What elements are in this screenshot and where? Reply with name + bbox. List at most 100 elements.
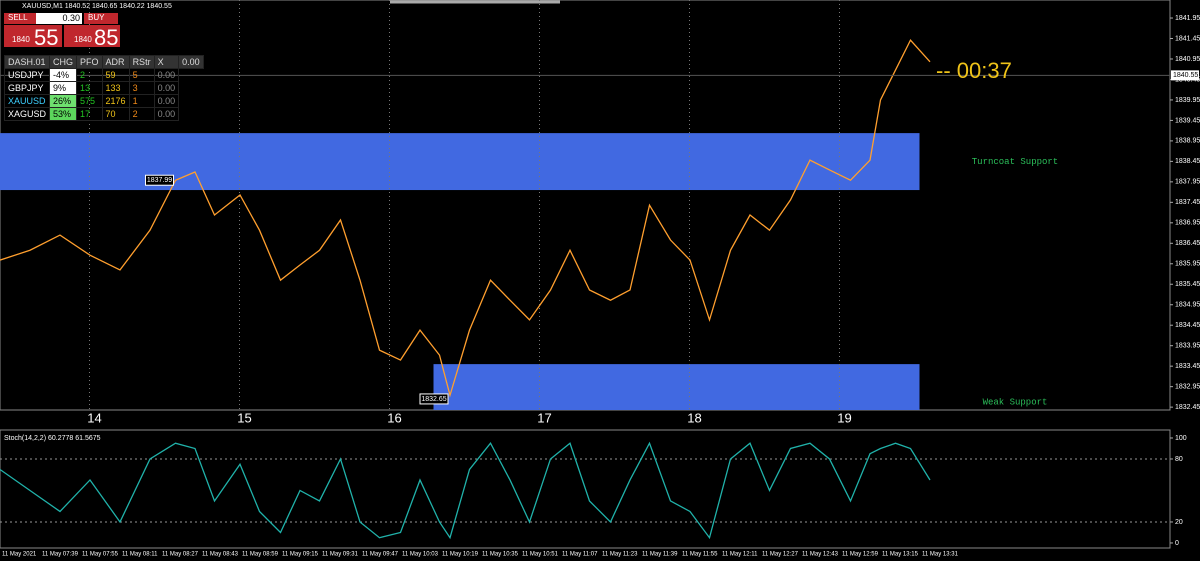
dash-cell: 0.00 bbox=[153, 94, 180, 108]
dash-row: XAUUSD 26% 575 2176 1 0.00 bbox=[3, 94, 204, 108]
y-tick-label: 20 bbox=[1175, 519, 1183, 526]
y-tick-label: 1835.45 bbox=[1175, 281, 1200, 288]
y-tick-label: 1833.45 bbox=[1175, 363, 1200, 370]
dash-cell: 17 bbox=[76, 107, 103, 121]
dashboard-table: DASH.01 CHG PFO ADR RStr X 0.00 USDJPY -4% 2 59 5 0.… bbox=[3, 55, 204, 121]
buy-price[interactable]: 1840 85 bbox=[64, 25, 120, 50]
time-label: 11 May 11:55 bbox=[682, 552, 718, 558]
time-label: 11 May 10:03 bbox=[402, 552, 439, 558]
dash-row: XAGUSD 53% 17 70 2 0.00 bbox=[3, 107, 204, 121]
dash-row: USDJPY -4% 2 59 5 0.00 bbox=[3, 68, 204, 82]
time-label: 11 May 12:59 bbox=[842, 552, 879, 558]
dash-cell: -4% bbox=[49, 68, 78, 82]
y-tick-label: 1840.95 bbox=[1175, 56, 1200, 63]
dash-cell: USDJPY bbox=[3, 68, 51, 82]
y-tick-label: 1837.95 bbox=[1175, 179, 1200, 186]
zone bbox=[0, 133, 920, 191]
y-tick-label: 1839.45 bbox=[1175, 117, 1200, 124]
price-label-box bbox=[419, 393, 449, 405]
y-tick-label: 1836.95 bbox=[1175, 220, 1200, 227]
x-tick-label: 15 bbox=[237, 410, 251, 425]
y-tick-label: 80 bbox=[1175, 456, 1183, 463]
dash-head-cell: 0.00 bbox=[178, 55, 204, 69]
price-label: 1837.99 bbox=[147, 177, 172, 184]
y-tick-label: 1841.95 bbox=[1175, 15, 1200, 22]
zone bbox=[433, 364, 920, 410]
stoch-title: Stoch(14,2,2) 60.2778 61.5675 bbox=[4, 435, 101, 442]
time-label: 11 May 09:15 bbox=[282, 552, 319, 558]
dash-head-cell: DASH.01 bbox=[3, 55, 51, 69]
dash-cell: 0.00 bbox=[153, 107, 180, 121]
time-label: 11 May 12:43 bbox=[802, 552, 839, 558]
dash-cell: 575 bbox=[76, 94, 103, 108]
y-tick-label: 1839.95 bbox=[1175, 97, 1200, 104]
dash-cell: 2176 bbox=[101, 94, 130, 108]
dash-cell: 9% bbox=[49, 81, 78, 95]
sell-button[interactable]: SELL bbox=[4, 13, 38, 24]
time-label: 11 May 11:07 bbox=[562, 552, 598, 558]
time-label: 11 May 12:11 bbox=[722, 552, 758, 558]
time-label: 11 May 12:27 bbox=[762, 552, 799, 558]
dash-cell: 5 bbox=[128, 68, 155, 82]
dash-cell: XAUUSD bbox=[3, 94, 51, 108]
time-label: 11 May 10:35 bbox=[482, 552, 519, 558]
time-label: 11 May 10:19 bbox=[442, 552, 479, 558]
countdown: -- 00:37 bbox=[936, 58, 1012, 83]
sell-big: 1840 bbox=[12, 35, 30, 44]
y-tick-label: 1838.95 bbox=[1175, 138, 1200, 145]
x-tick-label: 19 bbox=[837, 410, 851, 425]
time-label: 11 May 11:39 bbox=[642, 552, 678, 558]
buy-big: 1840 bbox=[74, 35, 92, 44]
time-label: 11 May 09:47 bbox=[362, 552, 399, 558]
time-label: 11 May 09:31 bbox=[322, 552, 359, 558]
y-tick-label: 1834.95 bbox=[1175, 302, 1200, 309]
dash-head-cell: ADR bbox=[101, 55, 130, 69]
dash-cell: 2 bbox=[76, 68, 103, 82]
y-tick-label: 100 bbox=[1175, 435, 1187, 442]
time-label: 11 May 07:39 bbox=[42, 552, 79, 558]
last-price: 1840.55 bbox=[1173, 72, 1198, 79]
y-tick-label: 1838.45 bbox=[1175, 158, 1200, 165]
time-label: 11 May 08:27 bbox=[162, 552, 199, 558]
dash-cell: 133 bbox=[101, 81, 130, 95]
dashboard: DASH.01 CHG PFO ADR RStr X 0.00 USDJPY -4% 2 59 5 0.… bbox=[3, 55, 204, 121]
dash-cell: 0.00 bbox=[153, 68, 180, 82]
y-tick-label: 1833.95 bbox=[1175, 343, 1200, 350]
y-tick-label: 1837.45 bbox=[1175, 199, 1200, 206]
dash-row: GBPJPY 9% 13 133 3 0.00 bbox=[3, 81, 204, 95]
dash-cell: 70 bbox=[101, 107, 130, 121]
y-tick-label: 1841.45 bbox=[1175, 35, 1200, 42]
time-label: 11 May 13:31 bbox=[922, 552, 959, 558]
dash-cell: 13 bbox=[76, 81, 103, 95]
zone-label: Weak Support bbox=[983, 397, 1048, 407]
price-label: 1832.65 bbox=[421, 396, 446, 403]
symbol-line: XAUUSD,M1 1840.52 1840.65 1840.22 1840.5… bbox=[22, 3, 172, 10]
time-label: 11 May 07:55 bbox=[82, 552, 119, 558]
sell-pips: 55 bbox=[34, 25, 59, 50]
price-line bbox=[0, 38, 931, 398]
y-tick-label: 1835.95 bbox=[1175, 261, 1200, 268]
y-tick-label: 0 bbox=[1175, 540, 1179, 547]
y-tick-label: 1836.45 bbox=[1175, 240, 1200, 247]
time-label: 11 May 11:23 bbox=[602, 552, 638, 558]
sell-price[interactable]: 1840 55 bbox=[4, 25, 62, 50]
dash-cell: 2 bbox=[128, 107, 155, 121]
dash-head-cell: X bbox=[153, 55, 180, 69]
dash-cell: XAGUSD bbox=[3, 107, 51, 121]
buy-button[interactable]: BUY bbox=[84, 13, 118, 24]
x-tick-label: 16 bbox=[387, 410, 401, 425]
x-tick-label: 17 bbox=[537, 410, 551, 425]
y-tick-label: 1832.95 bbox=[1175, 383, 1200, 390]
dash-header: DASH.01 CHG PFO ADR RStr X 0.00 bbox=[3, 55, 204, 69]
dash-head-cell: RStr bbox=[128, 55, 155, 69]
price-label-box bbox=[145, 174, 174, 186]
zone-label: Turncoat Support bbox=[972, 157, 1058, 167]
dash-cell: 26% bbox=[49, 94, 78, 108]
dash-cell: GBPJPY bbox=[3, 81, 51, 95]
lot-input[interactable]: 0.30 bbox=[36, 13, 82, 24]
time-label: 11 May 08:11 bbox=[122, 552, 158, 558]
time-label: 11 May 13:15 bbox=[882, 552, 919, 558]
buy-pips: 85 bbox=[94, 25, 119, 50]
time-label: 11 May 10:51 bbox=[522, 552, 559, 558]
